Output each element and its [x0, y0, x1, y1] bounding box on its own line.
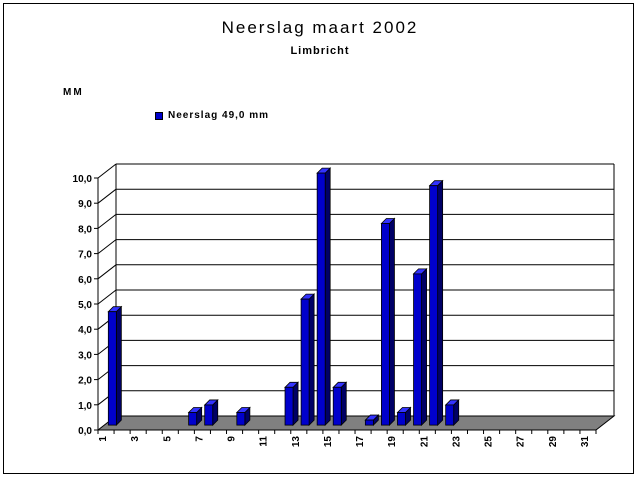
plot-floor: [96, 415, 616, 431]
bar: [412, 267, 428, 427]
bar-front: [284, 386, 294, 426]
bar: [428, 179, 444, 427]
bar-front: [413, 273, 422, 426]
x-tick-label: 21: [419, 436, 430, 448]
bar-front: [429, 185, 439, 426]
y-tick-label: 9,0: [78, 199, 92, 210]
gridline-diagonal: [97, 289, 117, 305]
chart-subtitle: Limbricht: [290, 45, 350, 57]
x-tick-label: 25: [484, 436, 495, 448]
bar-side: [308, 293, 315, 427]
gridline-diagonal: [97, 163, 117, 179]
bar: [300, 293, 316, 427]
bar-side: [437, 179, 444, 427]
bar-side: [115, 305, 122, 427]
y-axis-label: MM: [63, 87, 84, 98]
bar: [235, 406, 251, 427]
x-tick-label: 29: [548, 436, 559, 448]
bar-front: [332, 386, 342, 426]
x-tick-label: 31: [580, 436, 591, 448]
bar: [316, 167, 332, 427]
gridline-diagonal: [97, 188, 117, 204]
bar-side: [292, 381, 299, 427]
bar-front: [204, 404, 214, 426]
y-tick-labels: 0,0 1,0 2,0 3,0 4,0 5,0 6,0 7,0 8,0 9,0 10,0: [73, 174, 93, 437]
bar: [364, 414, 380, 427]
bar: [380, 217, 396, 427]
gridline-diagonal: [97, 239, 117, 254]
x-tick-labels: 1 3 5 7 9 11 13 15 17 19 21 23 25 27 29 31: [98, 436, 591, 448]
x-tick-label: 7: [194, 436, 205, 442]
bar-side: [389, 217, 395, 427]
legend-swatch: [155, 111, 163, 120]
x-tick-label: 17: [355, 436, 366, 448]
legend-label: Neerslag 49,0 mm: [168, 110, 270, 121]
x-tick-label: 13: [291, 436, 302, 448]
plot-floor-plane: [96, 415, 616, 431]
bar-series: [107, 167, 460, 427]
x-tick-label: 23: [451, 436, 462, 448]
bar-side: [340, 381, 347, 427]
chart-frame: [3, 3, 634, 474]
y-tick-label: 0,0: [78, 426, 92, 437]
x-tick-label: 19: [387, 436, 398, 448]
bar: [107, 305, 123, 427]
bar-front: [445, 404, 455, 426]
x-tick-label: 1: [98, 436, 109, 442]
legend: Neerslag 49,0 mm: [155, 110, 269, 121]
x-tick-label: 11: [259, 436, 270, 447]
bar-front: [236, 412, 246, 426]
bar: [284, 381, 300, 427]
y-tick-label: 1,0: [78, 401, 92, 412]
y-tick-label: 3,0: [78, 350, 92, 361]
bar-front: [364, 419, 374, 426]
x-tick-label: 15: [323, 436, 334, 448]
y-tick-label: 10,0: [73, 174, 93, 185]
y-tick-label: 7,0: [78, 250, 92, 261]
bar-side: [421, 267, 427, 427]
bar: [203, 398, 219, 427]
gridline-diagonal: [97, 214, 117, 229]
bar: [332, 381, 348, 427]
x-tick-label: 3: [130, 436, 141, 442]
gridline-diagonal: [97, 264, 117, 280]
plot-grid: [97, 163, 615, 416]
y-tick-label: 5,0: [78, 300, 92, 311]
y-tick-label: 2,0: [78, 376, 92, 387]
plot-axes: [94, 177, 597, 434]
bar: [444, 398, 460, 427]
x-tick-label: 5: [162, 436, 173, 442]
bar-front: [188, 412, 198, 426]
bar: [187, 406, 203, 427]
bar-front: [300, 298, 310, 426]
bar-side: [324, 167, 331, 427]
y-tick-label: 4,0: [78, 325, 92, 336]
y-tick-label: 6,0: [78, 275, 92, 286]
x-tick-label: 27: [516, 436, 527, 448]
bar-front: [107, 311, 117, 426]
chart-title: Neerslag maart 2002: [221, 18, 419, 37]
bar-front: [381, 223, 390, 426]
y-tick-label: 8,0: [78, 224, 92, 235]
bar-front: [397, 412, 406, 426]
bar-front: [316, 172, 326, 426]
x-tick-label: 9: [227, 436, 238, 442]
bar: [396, 406, 412, 427]
